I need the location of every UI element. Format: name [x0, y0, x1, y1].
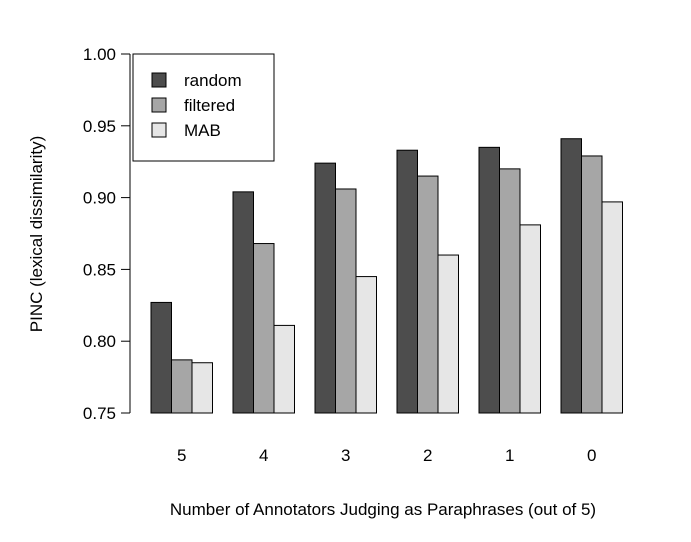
bar-MAB-4: [273, 324, 295, 414]
legend-label-filtered: filtered: [184, 96, 235, 115]
y-tick-label: 0.90: [83, 189, 116, 208]
y-tick-label: 0.85: [83, 260, 116, 279]
bar-filtered-1: [499, 168, 521, 414]
x-tick-label: 1: [505, 446, 514, 465]
bar-MAB-5: [191, 362, 213, 414]
legend-swatch-MAB: [151, 122, 167, 138]
legend: random filtered MAB: [132, 53, 275, 162]
legend-label-MAB: MAB: [184, 121, 221, 140]
bar-random-5: [150, 301, 172, 414]
bar-random-3: [314, 162, 336, 414]
x-tick-label: 2: [423, 446, 432, 465]
y-tick-label: 0.80: [83, 332, 116, 351]
x-tick-label: 5: [177, 446, 186, 465]
y-axis-label: PINC (lexical dissimilarity): [27, 136, 46, 332]
bar-random-0: [560, 138, 582, 414]
bars: [150, 138, 623, 414]
bar-MAB-2: [437, 254, 459, 414]
bar-MAB-3: [355, 276, 377, 414]
bar-filtered-5: [171, 359, 193, 414]
legend-swatch-random: [151, 72, 167, 88]
bar-filtered-3: [335, 188, 357, 414]
legend-label-random: random: [184, 71, 242, 90]
bar-filtered-4: [253, 243, 275, 414]
bar-filtered-2: [417, 175, 439, 414]
y-axis: 0.75 0.80 0.85 0.90 0.95 1.00: [83, 45, 131, 423]
y-tick-label: 1.00: [83, 45, 116, 64]
bar-random-2: [396, 149, 418, 414]
legend-box: [132, 53, 275, 162]
bar-random-1: [478, 146, 500, 414]
x-tick-label: 3: [341, 446, 350, 465]
bar-MAB-0: [601, 201, 623, 414]
bar-MAB-1: [519, 224, 541, 414]
y-tick-label: 0.95: [83, 117, 116, 136]
bar-random-4: [232, 191, 254, 414]
x-tick-label: 0: [587, 446, 596, 465]
x-tick-labels: 5 4 3 2 1 0: [177, 446, 596, 465]
x-tick-label: 4: [259, 446, 268, 465]
legend-swatch-filtered: [151, 97, 167, 113]
y-tick-label: 0.75: [83, 404, 116, 423]
x-axis-label: Number of Annotators Judging as Paraphra…: [170, 500, 596, 519]
bar-filtered-0: [581, 155, 603, 414]
